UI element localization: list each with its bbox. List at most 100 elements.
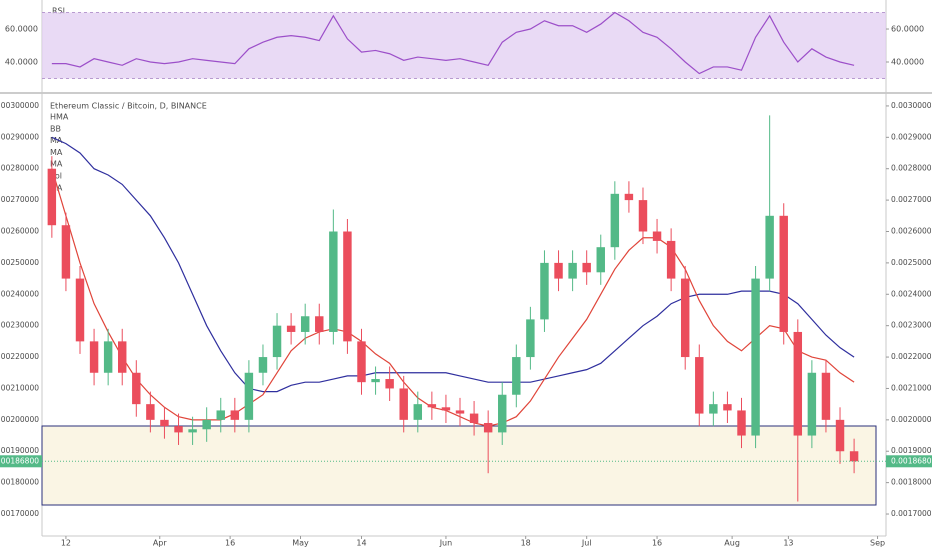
x-tick-label: 12 [61,539,71,548]
y-tick-label: 0.00260000 [891,226,932,235]
range-box [41,425,877,506]
candle-body [849,451,859,462]
y-tick-label: 0.00250000 [0,258,39,267]
candle-body [75,278,85,342]
candle-body [652,231,662,241]
candle-body [441,407,451,411]
y-tick-label: 0.00230000 [0,321,39,330]
candle-body [680,278,690,358]
x-tick-label: 16 [652,539,662,548]
x-tick-label: Apr [153,539,168,548]
candle-body [258,357,268,373]
candle-body [624,193,634,201]
y-tick-label: 0.00200000 [0,415,39,424]
x-tick-label: Sep [870,539,885,548]
candle-body [103,341,113,373]
legend-entry: HMA [50,113,69,122]
candle-body [216,410,225,420]
legend-entry: MA [50,160,63,169]
y-tick-label: 0.00280000 [891,164,932,173]
candle-body [638,200,648,232]
legend-entry: MA [50,136,63,145]
y-tick-label: 0.00290000 [0,132,39,141]
candle-body [272,325,282,358]
candle-body [132,372,141,405]
candle-body [202,419,211,430]
candle-body [737,410,746,436]
candle-body [89,341,99,373]
candle-body [160,419,169,427]
x-tick-label: Jun [439,539,453,548]
candle-body [498,394,507,433]
y-tick-label: 0.00190000 [891,446,932,455]
candle-body [483,422,493,433]
y-tick-label: 0.00210000 [0,383,39,392]
candle-body [343,231,352,342]
moving-average [51,168,855,427]
candle-body [666,240,676,279]
y-tick-label: 0.00220000 [0,352,39,361]
candle-body [568,262,577,279]
y-tick-label: 0.00190000 [0,446,39,455]
candle-body [821,372,831,420]
y-tick-label: 0.00230000 [891,321,932,330]
candle-body [286,325,296,332]
y-tick-label: 0.00170000 [0,509,39,518]
candle-body [329,231,338,332]
candle-body [765,215,774,279]
y-tick-label: 0.00170000 [891,509,932,518]
candle-body [427,404,437,408]
legend-entry: MA [50,183,63,192]
x-tick-label: 18 [521,539,531,548]
legend-entry: MA [50,148,63,157]
y-tick-label: 0.00220000 [891,352,932,361]
rsi-title: RSI [52,7,65,16]
candle-body [695,357,704,414]
x-tick-label: Aug [724,539,740,548]
candle-body [413,404,423,420]
candle-body [357,341,366,383]
y-tick-label: 0.00260000 [0,226,39,235]
rsi-tick-label: 40.0000 [5,57,38,66]
candle-body [188,429,197,433]
rsi-band [42,12,886,79]
y-tick-label: 0.00250000 [891,258,932,267]
candle-body [469,413,479,423]
candle-body [610,193,620,248]
y-tick-label: 0.00180000 [0,478,39,487]
candle-body [554,262,563,279]
candle-body [371,379,380,383]
candle-body [174,426,183,433]
last-price-label: 0.00186800 [0,456,39,465]
candle-body [779,215,788,332]
candle-body [751,278,760,436]
candle-body [512,357,521,395]
y-tick-label: 0.00240000 [0,289,39,298]
y-tick-label: 0.00290000 [891,132,932,141]
candle-body [455,410,465,414]
candle-body [47,168,57,226]
chart-title: Ethereum Classic / Bitcoin, D, BINANCE [50,102,207,111]
x-tick-label: 16 [225,539,235,548]
candle-body [230,410,240,420]
rsi-tick-label: 40.0000 [891,57,924,66]
candle-body [244,372,254,420]
rsi-tick-label: 60.0000 [891,25,924,34]
candle-body [709,404,718,414]
candle-body [300,316,310,332]
x-tick-label: May [292,539,309,548]
candle-body [526,319,535,358]
y-tick-label: 0.00270000 [0,195,39,204]
candle-body [315,316,324,332]
y-tick-label: 0.00180000 [891,478,932,487]
y-tick-label: 0.00240000 [891,289,932,298]
candle-body [118,341,127,373]
candle-body [793,331,803,436]
moving-average [51,136,855,393]
x-tick-label: 14 [356,539,366,548]
candle-body [723,404,732,411]
candle-body [399,388,408,420]
y-tick-label: 0.00270000 [891,195,932,204]
candle-body [807,372,817,436]
